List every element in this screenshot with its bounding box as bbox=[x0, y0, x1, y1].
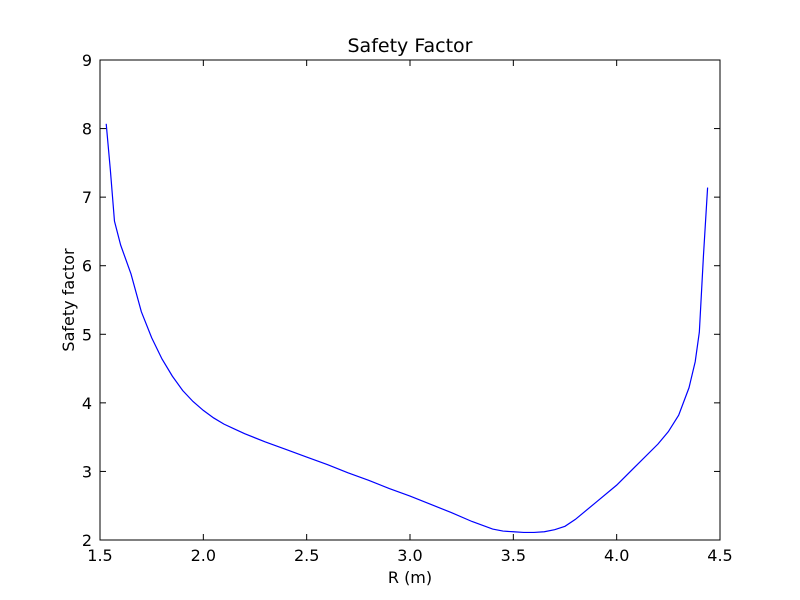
x-tick-label: 4.0 bbox=[604, 546, 629, 565]
plot-area bbox=[105, 123, 709, 534]
plot-frame bbox=[99, 59, 721, 541]
y-tick-label: 7 bbox=[82, 188, 92, 207]
series-line-0 bbox=[105, 123, 709, 534]
y-tick-label: 2 bbox=[82, 531, 92, 550]
y-tick-label: 6 bbox=[82, 257, 92, 276]
x-tick-label: 1.5 bbox=[87, 546, 112, 565]
x-tick-label: 3.0 bbox=[397, 546, 422, 565]
y-tick-label: 8 bbox=[82, 120, 92, 139]
x-axis-label: R (m) bbox=[388, 568, 432, 587]
y-axis-label: Safety factor bbox=[59, 248, 78, 352]
chart-title: Safety Factor bbox=[348, 35, 473, 57]
x-tick-label: 2.0 bbox=[191, 546, 216, 565]
x-tick-label: 4.5 bbox=[707, 546, 732, 565]
y-tick-label: 5 bbox=[82, 325, 92, 344]
x-tick-label: 2.5 bbox=[294, 546, 319, 565]
x-tick-label: 3.5 bbox=[501, 546, 526, 565]
y-tick-label: 3 bbox=[82, 462, 92, 481]
y-tick-label: 4 bbox=[82, 394, 92, 413]
y-tick-label: 9 bbox=[82, 51, 92, 70]
axis-ticks: 1.5 2.0 2.5 3.0 3.5 4.0 4.5 2 3 4 5 6 7 8 9 bbox=[82, 51, 733, 565]
